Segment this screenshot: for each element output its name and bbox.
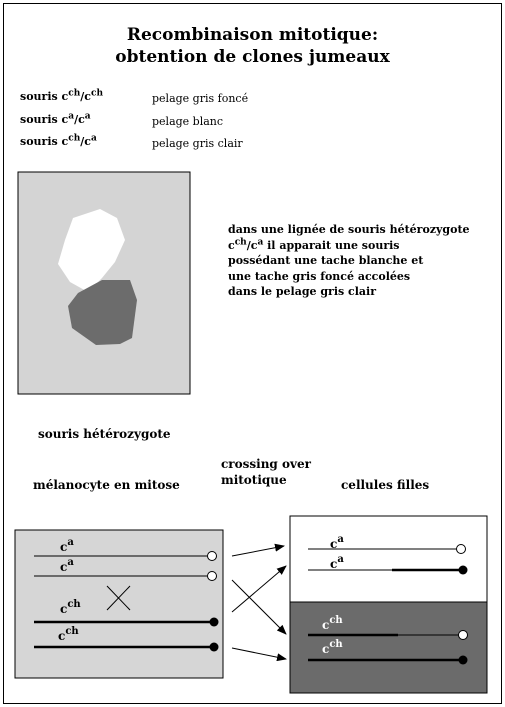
melanocyte-cell bbox=[14, 529, 224, 679]
title-line-1: Recombinaison mitotique: bbox=[126, 25, 379, 45]
crossover-mark-2 bbox=[106, 585, 131, 611]
daughter-a-centromere-1 bbox=[456, 544, 466, 554]
centromere-ch-1 bbox=[209, 617, 219, 627]
daughter-a-centromere-2 bbox=[458, 565, 468, 575]
allele-label-melanocyte-a-1: ca bbox=[60, 537, 74, 554]
allele-label-melanocyte-ch-1: cch bbox=[60, 599, 81, 616]
daughter-cells-label: cellules filles bbox=[341, 478, 430, 492]
mouse-description: dans une lignée de souris hétérozygote c… bbox=[228, 223, 470, 298]
mitotic-label: mitotique bbox=[221, 473, 287, 487]
arrow-top-to-white bbox=[231, 543, 285, 557]
title-line-2: obtention de clones jumeaux bbox=[115, 47, 390, 67]
melanocyte-label: mélanocyte en mitose bbox=[33, 478, 180, 492]
allele-label-melanocyte-a-2: ca bbox=[60, 557, 74, 574]
arrow-bottom-to-dark bbox=[231, 647, 287, 662]
allele-label-melanocyte-ch-2: cch bbox=[58, 626, 79, 643]
centromere-a-2 bbox=[207, 571, 217, 581]
daughter-ch-centromere-1 bbox=[458, 630, 468, 640]
phenotype-light-grey: pelage gris clair bbox=[152, 137, 243, 150]
centromere-a-1 bbox=[207, 551, 217, 561]
white-patch bbox=[58, 209, 125, 292]
allele-label-daughter-a-2: ca bbox=[330, 554, 344, 571]
daughter-cell-white bbox=[289, 515, 488, 603]
genotype-chch: souris cch/cch bbox=[20, 88, 104, 103]
allele-label-daughter-ch-1: cch bbox=[322, 615, 343, 632]
daughter-cell-dark bbox=[289, 601, 488, 694]
genotype-aa: souris ca/ca bbox=[20, 111, 91, 126]
page-frame bbox=[3, 3, 502, 704]
phenotype-white: pelage blanc bbox=[152, 115, 224, 128]
centromere-ch-2 bbox=[209, 642, 219, 652]
arrow-cross-to-dark bbox=[231, 579, 287, 635]
crossing-over-label: crossing over bbox=[221, 457, 311, 471]
genotype-cha: souris cch/ca bbox=[20, 133, 97, 148]
arrow-cross-to-white bbox=[231, 565, 287, 613]
dark-grey-patch bbox=[68, 280, 137, 345]
allele-label-daughter-ch-2: cch bbox=[322, 639, 343, 656]
heterozygous-mouse-label: souris hétérozygote bbox=[38, 427, 171, 441]
phenotype-dark-grey: pelage gris foncé bbox=[152, 92, 249, 105]
daughter-ch-centromere-2 bbox=[458, 655, 468, 665]
allele-label-daughter-a-1: ca bbox=[330, 534, 344, 551]
